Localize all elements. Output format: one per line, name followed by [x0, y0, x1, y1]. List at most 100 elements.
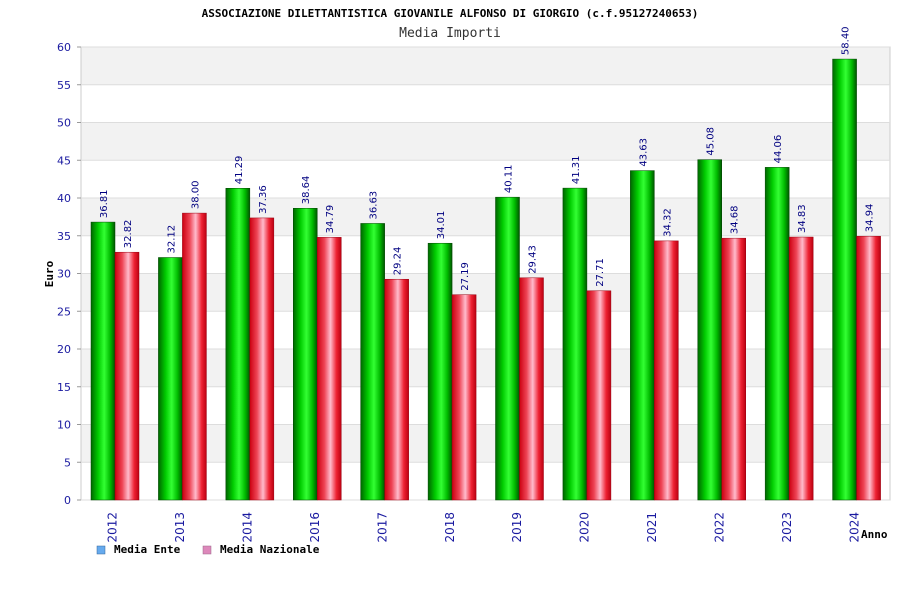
bar-media-nazionale	[249, 217, 275, 501]
legend: Media Ente Media Nazionale	[96, 543, 320, 556]
bar-media-ente	[764, 167, 790, 501]
plot-band	[81, 235, 890, 274]
data-label: 44.06	[773, 135, 784, 164]
plot-band	[81, 122, 890, 161]
plot-band	[81, 462, 890, 500]
y-tick-label: 0	[64, 494, 71, 507]
data-label: 29.24	[393, 247, 404, 276]
plot-band	[81, 47, 890, 85]
data-label: 34.68	[730, 206, 741, 235]
data-label: 34.32	[662, 208, 673, 237]
y-tick-label: 5	[64, 456, 71, 469]
data-label: 58.40	[841, 26, 852, 55]
data-label: 34.94	[865, 204, 876, 233]
plot-band	[81, 84, 890, 123]
data-label: 36.81	[99, 189, 110, 218]
plot-band	[81, 311, 890, 349]
bar-media-nazionale	[856, 235, 881, 501]
y-tick-label: 55	[57, 79, 71, 92]
bars	[90, 58, 881, 501]
y-axis-label: Euro	[43, 260, 56, 287]
legend-label-media-ente: Media Ente	[114, 543, 181, 556]
data-label: 40.11	[504, 165, 515, 194]
y-tick-label: 35	[57, 230, 71, 243]
x-tick-label: 2021	[645, 512, 659, 543]
data-label: 36.63	[369, 191, 380, 220]
bar-media-nazionale	[721, 237, 746, 501]
data-label: 27.71	[595, 258, 606, 287]
bar-media-nazionale	[384, 278, 409, 501]
data-labels: 36.81 32.82 32.12 38.00 41.29 37.36 38.64 34.79…	[99, 26, 876, 290]
bar-media-ente	[562, 187, 588, 501]
bar-media-ente	[360, 223, 385, 501]
chart-subtitle: Media Importi	[399, 26, 501, 41]
y-tick-label: 60	[57, 41, 71, 54]
bar-media-ente	[158, 257, 183, 501]
y-tick-label: 45	[57, 154, 71, 167]
bar-media-ente	[427, 242, 453, 501]
data-label: 32.12	[166, 225, 177, 254]
legend-swatch-media-ente	[96, 545, 106, 555]
bar-media-nazionale	[451, 294, 477, 501]
plot-band	[81, 424, 890, 463]
bar-media-nazionale	[519, 277, 544, 501]
x-tick-label: 2019	[510, 512, 524, 543]
bar-media-nazionale	[586, 290, 612, 501]
data-label: 34.79	[325, 205, 336, 234]
grid-lines	[81, 46, 890, 501]
bar-media-ente	[697, 159, 722, 501]
bar-media-ente	[90, 221, 116, 501]
plot-band	[81, 160, 890, 198]
x-tick-label: 2018	[443, 512, 457, 543]
x-tick-label: 2013	[173, 512, 187, 543]
x-tick-label: 2017	[375, 512, 389, 543]
data-label: 34.83	[797, 204, 808, 233]
bar-media-ente	[495, 196, 520, 501]
x-tick-label: 2016	[308, 512, 322, 543]
x-axis-label: Anno	[861, 528, 888, 541]
data-label: 41.29	[234, 156, 245, 185]
bar-media-ente	[225, 188, 251, 501]
bar-media-ente	[630, 170, 655, 501]
y-tick-label: 40	[57, 192, 71, 205]
data-label: 43.63	[638, 138, 649, 167]
bar-media-nazionale	[788, 236, 814, 501]
y-tick-label: 50	[57, 117, 71, 130]
bar-media-ente	[832, 58, 857, 501]
bar-media-nazionale	[182, 212, 207, 501]
x-tick-label: 2022	[712, 512, 726, 543]
data-label: 45.08	[706, 127, 717, 156]
plot-background	[80, 46, 891, 501]
x-tick-label: 2023	[780, 512, 794, 543]
y-tick-label: 15	[57, 381, 71, 394]
bar-media-nazionale	[654, 240, 679, 501]
data-label: 34.01	[436, 211, 447, 240]
plot-band	[81, 273, 890, 312]
x-axis-ticks: 2012 2013 2014 2016 2017 2018 2019 2020 2021 2022…	[106, 512, 862, 543]
y-axis-ticks: 0 5 10 15 20 25 30 35 40 45 50 55 60	[57, 41, 81, 507]
data-label: 29.43	[528, 245, 539, 274]
legend-label-media-nazionale: Media Nazionale	[220, 543, 320, 556]
x-tick-label: 2014	[241, 512, 255, 543]
x-tick-label: 2012	[106, 512, 120, 543]
bar-media-ente	[293, 208, 318, 501]
data-label: 37.36	[258, 185, 269, 214]
y-tick-label: 10	[57, 419, 71, 432]
data-label: 41.31	[571, 155, 582, 184]
y-tick-label: 25	[57, 305, 71, 318]
legend-swatch-media-nazionale	[202, 545, 212, 555]
y-tick-label: 20	[57, 343, 71, 356]
data-label: 38.00	[190, 180, 201, 209]
data-label: 32.82	[123, 220, 134, 249]
plot-band	[81, 349, 890, 387]
data-label: 27.19	[460, 262, 471, 291]
data-label: 38.64	[301, 176, 312, 205]
x-tick-label: 2024	[847, 512, 861, 543]
plot-band	[81, 386, 890, 425]
y-tick-label: 30	[57, 268, 71, 281]
x-tick-label: 2020	[578, 512, 592, 543]
chart-title: ASSOCIAZIONE DILETTANTISTICA GIOVANILE A…	[202, 7, 699, 20]
bar-media-nazionale	[114, 251, 140, 501]
